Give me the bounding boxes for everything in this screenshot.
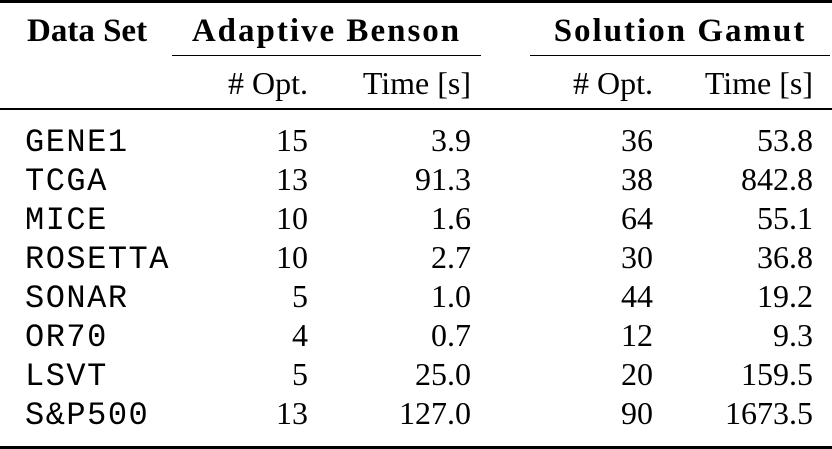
gap-cell	[483, 200, 528, 239]
sg-time-cell: 159.5	[741, 356, 814, 392]
table-row: SONAR 5 1.0 44 19.2	[0, 278, 832, 317]
dataset-name-cell: GENE1	[25, 124, 129, 161]
dataset-name-cell: TCGA	[25, 163, 108, 200]
ab-time-cell: 2.7	[431, 239, 471, 275]
gap-cell	[483, 161, 528, 200]
table-row: ROSETTA 10 2.7 30 36.8	[0, 239, 832, 278]
table-row: S&P500 13 127.0 90 1673.5	[0, 395, 832, 448]
ab-time-cell: 1.0	[431, 278, 471, 314]
header-data-set: Data Set	[0, 1, 170, 110]
dataset-name-cell: ROSETTA	[25, 241, 170, 278]
table-row: OR70 4 0.7 12 9.3	[0, 317, 832, 356]
gap-cell	[483, 395, 528, 448]
sg-opt-cell: 20	[621, 356, 653, 392]
ab-opt-cell: 5	[292, 278, 308, 314]
sg-opt-cell: 64	[621, 200, 653, 236]
ab-opt-cell: 4	[292, 317, 308, 353]
dataset-name-cell: S&P500	[25, 397, 150, 434]
ab-opt-cell: 13	[276, 161, 308, 197]
table-header: Data Set Adaptive Benson Solution Gamut …	[0, 1, 832, 110]
sg-time-cell: 36.8	[757, 239, 814, 275]
group-label-solution-gamut: Solution Gamut	[530, 13, 831, 56]
header-group-adaptive-benson: Adaptive Benson	[170, 2, 483, 56]
ab-time-cell: 0.7	[431, 317, 471, 353]
sg-time-cell: 842.8	[741, 161, 814, 197]
subheader-ab-time: Time [s]	[308, 56, 483, 110]
sg-opt-cell: 36	[621, 122, 653, 158]
sg-opt-cell: 44	[621, 278, 653, 314]
subheader-ab-opt: # Opt.	[170, 56, 308, 110]
table-row: TCGA 13 91.3 38 842.8	[0, 161, 832, 200]
table-body: GENE1 15 3.9 36 53.8 TCGA 13 91.3 38 842…	[0, 109, 832, 448]
dataset-name-cell: LSVT	[25, 358, 108, 395]
sg-time-cell: 55.1	[757, 200, 814, 236]
ab-opt-cell: 13	[276, 395, 308, 431]
header-column-gap	[483, 1, 528, 110]
gap-cell	[483, 109, 528, 161]
subheader-sg-opt: # Opt.	[528, 56, 653, 110]
sg-opt-cell: 12	[621, 317, 653, 353]
table-row: LSVT 5 25.0 20 159.5	[0, 356, 832, 395]
sg-opt-cell: 90	[621, 395, 653, 431]
ab-opt-cell: 5	[292, 356, 308, 392]
ab-time-cell: 1.6	[431, 200, 471, 236]
sg-opt-cell: 30	[621, 239, 653, 275]
ab-opt-cell: 10	[276, 200, 308, 236]
gap-cell	[483, 317, 528, 356]
gap-cell	[483, 278, 528, 317]
dataset-name-cell: OR70	[25, 319, 108, 356]
header-group-row: Data Set Adaptive Benson Solution Gamut	[0, 1, 832, 110]
header-group-solution-gamut: Solution Gamut	[528, 2, 832, 56]
subheader-sg-time: Time [s]	[653, 56, 832, 110]
sg-time-cell: 9.3	[773, 317, 814, 353]
header-subcolumn-row: # Opt. Time [s] # Opt. Time [s]	[0, 56, 832, 110]
ab-time-cell: 127.0	[399, 395, 471, 431]
sg-time-cell: 19.2	[757, 278, 814, 314]
dataset-name-cell: MICE	[25, 202, 108, 239]
gap-cell	[483, 239, 528, 278]
group-label-adaptive-benson: Adaptive Benson	[172, 13, 481, 56]
gap-cell	[483, 356, 528, 395]
sg-time-cell: 53.8	[757, 122, 814, 158]
table-row: MICE 10 1.6 64 55.1	[0, 200, 832, 239]
table-row: GENE1 15 3.9 36 53.8	[0, 109, 832, 161]
sg-time-cell: 1673.5	[725, 395, 814, 431]
ab-opt-cell: 10	[276, 239, 308, 275]
ab-time-cell: 3.9	[431, 122, 471, 158]
ab-opt-cell: 15	[276, 122, 308, 158]
dataset-name-cell: SONAR	[25, 280, 129, 317]
ab-time-cell: 91.3	[415, 161, 471, 197]
ab-time-cell: 25.0	[415, 356, 471, 392]
sg-opt-cell: 38	[621, 161, 653, 197]
